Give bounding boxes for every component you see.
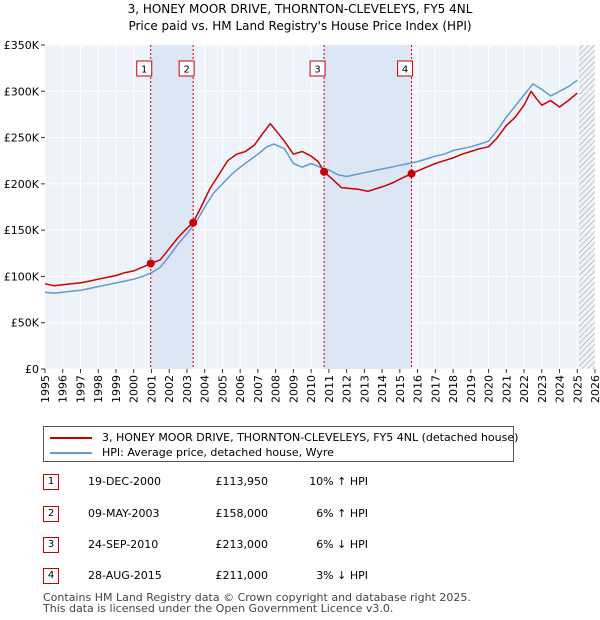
legend-swatch-property — [50, 437, 92, 439]
x-tick-label: 2019 — [465, 375, 478, 403]
y-tick-label: £300K — [4, 85, 40, 98]
transaction-ranges — [150, 45, 595, 369]
x-tick-label: 2006 — [234, 375, 247, 403]
transaction-badge: 2 — [43, 506, 59, 522]
x-tick-label: 2025 — [571, 375, 584, 403]
transaction-point — [189, 218, 198, 227]
transaction-hpi-diff: 3% ↓ HPI — [316, 569, 368, 582]
x-tick-label: 2011 — [323, 375, 336, 403]
x-tick-label: 2013 — [358, 375, 371, 403]
transaction-price: £211,000 — [215, 569, 269, 582]
transaction-hpi-diff: 6% ↓ HPI — [316, 538, 368, 551]
x-tick-label: 2001 — [145, 375, 158, 403]
x-tick-label: 2010 — [305, 375, 318, 403]
footer-copyright: Contains HM Land Registry data © Crown c… — [43, 591, 471, 604]
x-tick-label: 2002 — [163, 375, 176, 403]
x-tick-label: 2021 — [500, 375, 513, 403]
transaction-label: 4 — [402, 65, 408, 76]
hpi-line — [44, 79, 578, 294]
price-paid-line — [44, 90, 578, 287]
transaction-label: 1 — [141, 65, 147, 76]
y-axis: £0 £50K £100K £150K £200K £250K £300K £350K — [4, 39, 45, 376]
table-row: 4 28-AUG-2015 £211,000 3% ↓ HPI — [43, 566, 463, 586]
table-row: 3 24-SEP-2010 £213,000 6% ↓ HPI — [43, 535, 463, 555]
table-row: 1 19-DEC-2000 £113,950 10% ↑ HPI — [43, 472, 463, 492]
transaction-badge: 3 — [43, 537, 59, 553]
y-tick-label: £50K — [11, 317, 40, 330]
transaction-hpi-diff: 6% ↑ HPI — [316, 507, 368, 520]
forecast-hatch — [579, 45, 595, 369]
transaction-badge: 4 — [43, 568, 59, 584]
x-axis: 1995 1996 1997 1998 1999 2000 2001 2002 2003 2004… — [39, 369, 600, 403]
x-tick-label: 2022 — [518, 375, 531, 403]
transaction-hpi-diff: 10% ↑ HPI — [309, 475, 368, 488]
x-tick-label: 2026 — [589, 375, 600, 403]
y-tick-label: £350K — [4, 39, 40, 52]
x-tick-label: 1996 — [57, 375, 70, 403]
transaction-date: 09-MAY-2003 — [88, 507, 160, 520]
y-tick-label: £100K — [4, 270, 40, 283]
legend-label-property: 3, HONEY MOOR DRIVE, THORNTON-CLEVELEYS,… — [102, 431, 519, 444]
chart-title: 3, HONEY MOOR DRIVE, THORNTON-CLEVELEYS,… — [128, 2, 473, 16]
transaction-point — [146, 259, 155, 268]
legend-swatch-hpi — [50, 452, 92, 454]
plot-background — [45, 45, 595, 369]
x-tick-label: 2012 — [341, 375, 354, 403]
x-tick-label: 2000 — [128, 375, 141, 403]
legend-label-hpi: HPI: Average price, detached house, Wyre — [102, 446, 334, 459]
x-tick-label: 2018 — [447, 375, 460, 403]
x-tick-label: 1998 — [92, 375, 105, 403]
series-lines — [44, 79, 578, 294]
y-tick-label: £200K — [4, 178, 40, 191]
x-tick-label: 2024 — [554, 375, 567, 403]
x-tick-label: 2005 — [216, 375, 229, 403]
transaction-label: 2 — [183, 65, 189, 76]
transaction-point — [407, 169, 416, 178]
transaction-date: 19-DEC-2000 — [88, 475, 162, 488]
transaction-price: £213,000 — [215, 538, 269, 551]
transaction-date: 24-SEP-2010 — [88, 538, 159, 551]
x-tick-label: 2023 — [536, 375, 549, 403]
x-tick-label: 2008 — [270, 375, 283, 403]
transaction-range-shade — [150, 45, 194, 369]
x-tick-label: 2017 — [429, 375, 442, 403]
x-tick-label: 2004 — [199, 375, 212, 403]
transaction-label-box — [309, 60, 326, 77]
transaction-date: 28-AUG-2015 — [88, 569, 162, 582]
x-tick-label: 2020 — [483, 375, 496, 403]
chart: 3, HONEY MOOR DRIVE, THORNTON-CLEVELEYS,… — [4, 2, 600, 403]
y-tick-label: £0 — [25, 363, 39, 376]
x-tick-label: 2016 — [412, 375, 425, 403]
table-row: 2 09-MAY-2003 £158,000 6% ↑ HPI — [43, 504, 463, 524]
plot-area — [45, 45, 595, 369]
chart-subtitle: Price paid vs. HM Land Registry's House … — [128, 19, 471, 33]
transaction-price: £113,950 — [215, 475, 269, 488]
transaction-point — [320, 167, 329, 176]
transaction-label-box — [136, 60, 153, 77]
x-tick-label: 2003 — [181, 375, 194, 403]
y-tick-label: £150K — [4, 224, 40, 237]
transaction-label-box — [178, 60, 195, 77]
transaction-markers: 1 2 3 4 — [136, 60, 416, 268]
x-tick-label: 1997 — [74, 375, 87, 403]
x-tick-label: 2014 — [376, 375, 389, 403]
x-tick-label: 2009 — [287, 375, 300, 403]
footer-licence: This data is licensed under the Open Gov… — [43, 602, 394, 615]
legend: 3, HONEY MOOR DRIVE, THORNTON-CLEVELEYS,… — [43, 426, 518, 462]
transaction-badge: 1 — [43, 474, 59, 490]
x-tick-label: 1999 — [110, 375, 123, 403]
transaction-range-shade — [324, 45, 412, 369]
transaction-price: £158,000 — [215, 507, 269, 520]
x-tick-label: 2007 — [252, 375, 265, 403]
footer: Contains HM Land Registry data © Crown c… — [43, 592, 471, 614]
x-tick-label: 2015 — [394, 375, 407, 403]
transaction-label: 3 — [314, 65, 320, 76]
x-tick-label: 1995 — [39, 375, 52, 403]
y-tick-label: £250K — [4, 132, 40, 145]
transaction-label-box — [397, 60, 414, 77]
